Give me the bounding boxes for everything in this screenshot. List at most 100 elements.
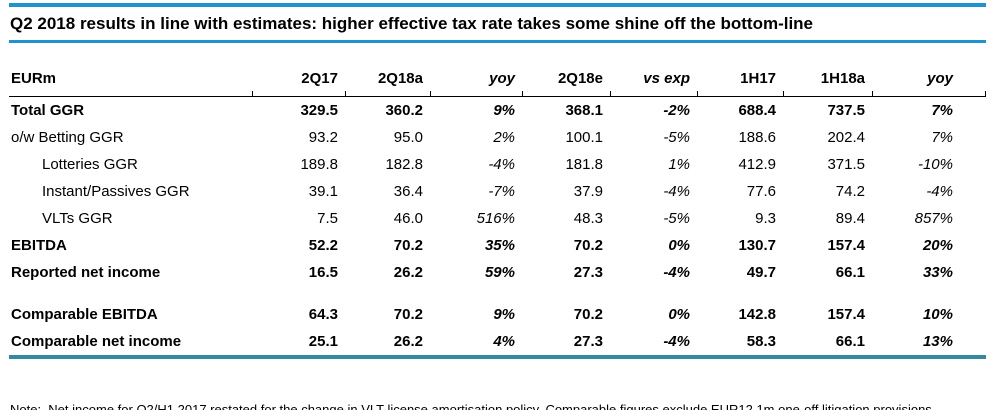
cell: 9.3 xyxy=(755,210,776,227)
cell: 89.4 xyxy=(835,210,865,227)
table-row-reported-net-income: Reported net income 16.5 26.2 59% 27.3 -… xyxy=(9,259,986,286)
cell: 4% xyxy=(493,333,515,350)
row-label: o/w Betting GGR xyxy=(11,129,124,146)
cell: 100.1 xyxy=(565,129,603,146)
cell: -10% xyxy=(917,156,953,173)
row-label: Instant/Passives GGR xyxy=(42,183,190,200)
cell: 20% xyxy=(922,237,953,254)
cell: 70.2 xyxy=(393,306,423,323)
cell: 130.7 xyxy=(738,237,776,254)
cell: 66.1 xyxy=(835,333,865,350)
cell: 95.0 xyxy=(393,129,423,146)
cell: 33% xyxy=(922,264,953,281)
cell: 70.2 xyxy=(573,306,603,323)
table-row-instant-passives-ggr: Instant/Passives GGR 39.1 36.4 -7% 37.9 … xyxy=(9,178,986,205)
cell: 93.2 xyxy=(308,129,338,146)
cell: 857% xyxy=(914,210,953,227)
cell: 7% xyxy=(931,129,953,146)
cell: 35% xyxy=(484,237,515,254)
cell: 516% xyxy=(476,210,515,227)
table-row-vlts-ggr: VLTs GGR 7.5 46.0 516% 48.3 -5% 9.3 89.4… xyxy=(9,205,986,232)
table-row-comparable-ebitda: Comparable EBITDA 64.3 70.2 9% 70.2 0% 1… xyxy=(9,301,986,328)
header-row: EURm 2Q17 2Q18a yoy 2Q18e vs exp 1H17 1H… xyxy=(9,43,986,97)
cell: 181.8 xyxy=(565,156,603,173)
cell: 66.1 xyxy=(835,264,865,281)
note-text: Note: Net income for Q2/H1 2017 restated… xyxy=(10,402,932,410)
cell: 1% xyxy=(668,156,690,173)
results-table: EURm 2Q17 2Q18a yoy 2Q18e vs exp 1H17 1H… xyxy=(9,43,986,355)
cell: 49.7 xyxy=(746,264,776,281)
cell: 39.1 xyxy=(308,183,338,200)
cell: 70.2 xyxy=(573,237,603,254)
cell: 9% xyxy=(493,306,515,323)
cell: 360.2 xyxy=(385,102,423,119)
section-spacer xyxy=(9,286,986,301)
cell: 64.3 xyxy=(308,306,338,323)
cell: 70.2 xyxy=(393,237,423,254)
cell: 74.2 xyxy=(835,183,865,200)
row-label: Comparable net income xyxy=(11,333,182,350)
cell: -4% xyxy=(663,333,690,350)
cell: -4% xyxy=(926,183,953,200)
cell: 27.3 xyxy=(573,333,603,350)
cell: 48.3 xyxy=(573,210,603,227)
cell: 182.8 xyxy=(385,156,423,173)
cell: 412.9 xyxy=(738,156,776,173)
column-header-2q18a: 2Q18a xyxy=(346,43,431,97)
row-label: Total GGR xyxy=(11,102,85,119)
cell: -2% xyxy=(663,102,690,119)
column-header-1h18a: 1H18a xyxy=(784,43,873,97)
cell: -7% xyxy=(488,183,515,200)
row-label: EBITDA xyxy=(11,237,67,254)
column-header-2q18e: 2Q18e xyxy=(523,43,611,97)
cell: 157.4 xyxy=(827,306,865,323)
cell: 25.1 xyxy=(308,333,338,350)
cell: 368.1 xyxy=(565,102,603,119)
cell: 36.4 xyxy=(393,183,423,200)
cell: -4% xyxy=(663,183,690,200)
column-header-1h17: 1H17 xyxy=(698,43,784,97)
row-label: Reported net income xyxy=(11,264,161,281)
column-header-yoy-h: yoy xyxy=(873,43,986,97)
cell: 142.8 xyxy=(738,306,776,323)
cell: 371.5 xyxy=(827,156,865,173)
row-label: Lotteries GGR xyxy=(42,156,138,173)
cell: 46.0 xyxy=(393,210,423,227)
cell: 329.5 xyxy=(300,102,338,119)
cell: 52.2 xyxy=(308,237,338,254)
cell: 202.4 xyxy=(827,129,865,146)
cell: 37.9 xyxy=(573,183,603,200)
row-label: Comparable EBITDA xyxy=(11,306,158,323)
cell: 0% xyxy=(668,306,690,323)
footer-rule xyxy=(9,355,986,359)
column-header-yoy: yoy xyxy=(431,43,523,97)
cell: -5% xyxy=(663,129,690,146)
column-header-eurm: EURm xyxy=(9,43,253,97)
column-header-2q17: 2Q17 xyxy=(253,43,346,97)
cell: 13% xyxy=(922,333,953,350)
cell: 157.4 xyxy=(827,237,865,254)
cell: 2% xyxy=(493,129,515,146)
table-row-betting-ggr: o/w Betting GGR 93.2 95.0 2% 100.1 -5% 1… xyxy=(9,124,986,151)
cell: 58.3 xyxy=(746,333,776,350)
column-header-vs-exp: vs exp xyxy=(611,43,698,97)
cell: 188.6 xyxy=(738,129,776,146)
cell: 189.8 xyxy=(300,156,338,173)
cell: 7.5 xyxy=(317,210,338,227)
cell: 16.5 xyxy=(308,264,338,281)
cell: 688.4 xyxy=(738,102,776,119)
table-row-comparable-net-income: Comparable net income 25.1 26.2 4% 27.3 … xyxy=(9,328,986,355)
cell: -4% xyxy=(488,156,515,173)
cell: 26.2 xyxy=(393,264,423,281)
cell: 10% xyxy=(922,306,953,323)
cell: 59% xyxy=(484,264,515,281)
cell: 737.5 xyxy=(827,102,865,119)
figure-title: Q2 2018 results in line with estimates: … xyxy=(10,14,814,33)
table-row-total-ggr: Total GGR 329.5 360.2 9% 368.1 -2% 688.4… xyxy=(9,97,986,125)
table-row-lotteries-ggr: Lotteries GGR 189.8 182.8 -4% 181.8 1% 4… xyxy=(9,151,986,178)
cell: 9% xyxy=(493,102,515,119)
table-row-ebitda: EBITDA 52.2 70.2 35% 70.2 0% 130.7 157.4… xyxy=(9,232,986,259)
cell: 27.3 xyxy=(573,264,603,281)
cell: -4% xyxy=(663,264,690,281)
